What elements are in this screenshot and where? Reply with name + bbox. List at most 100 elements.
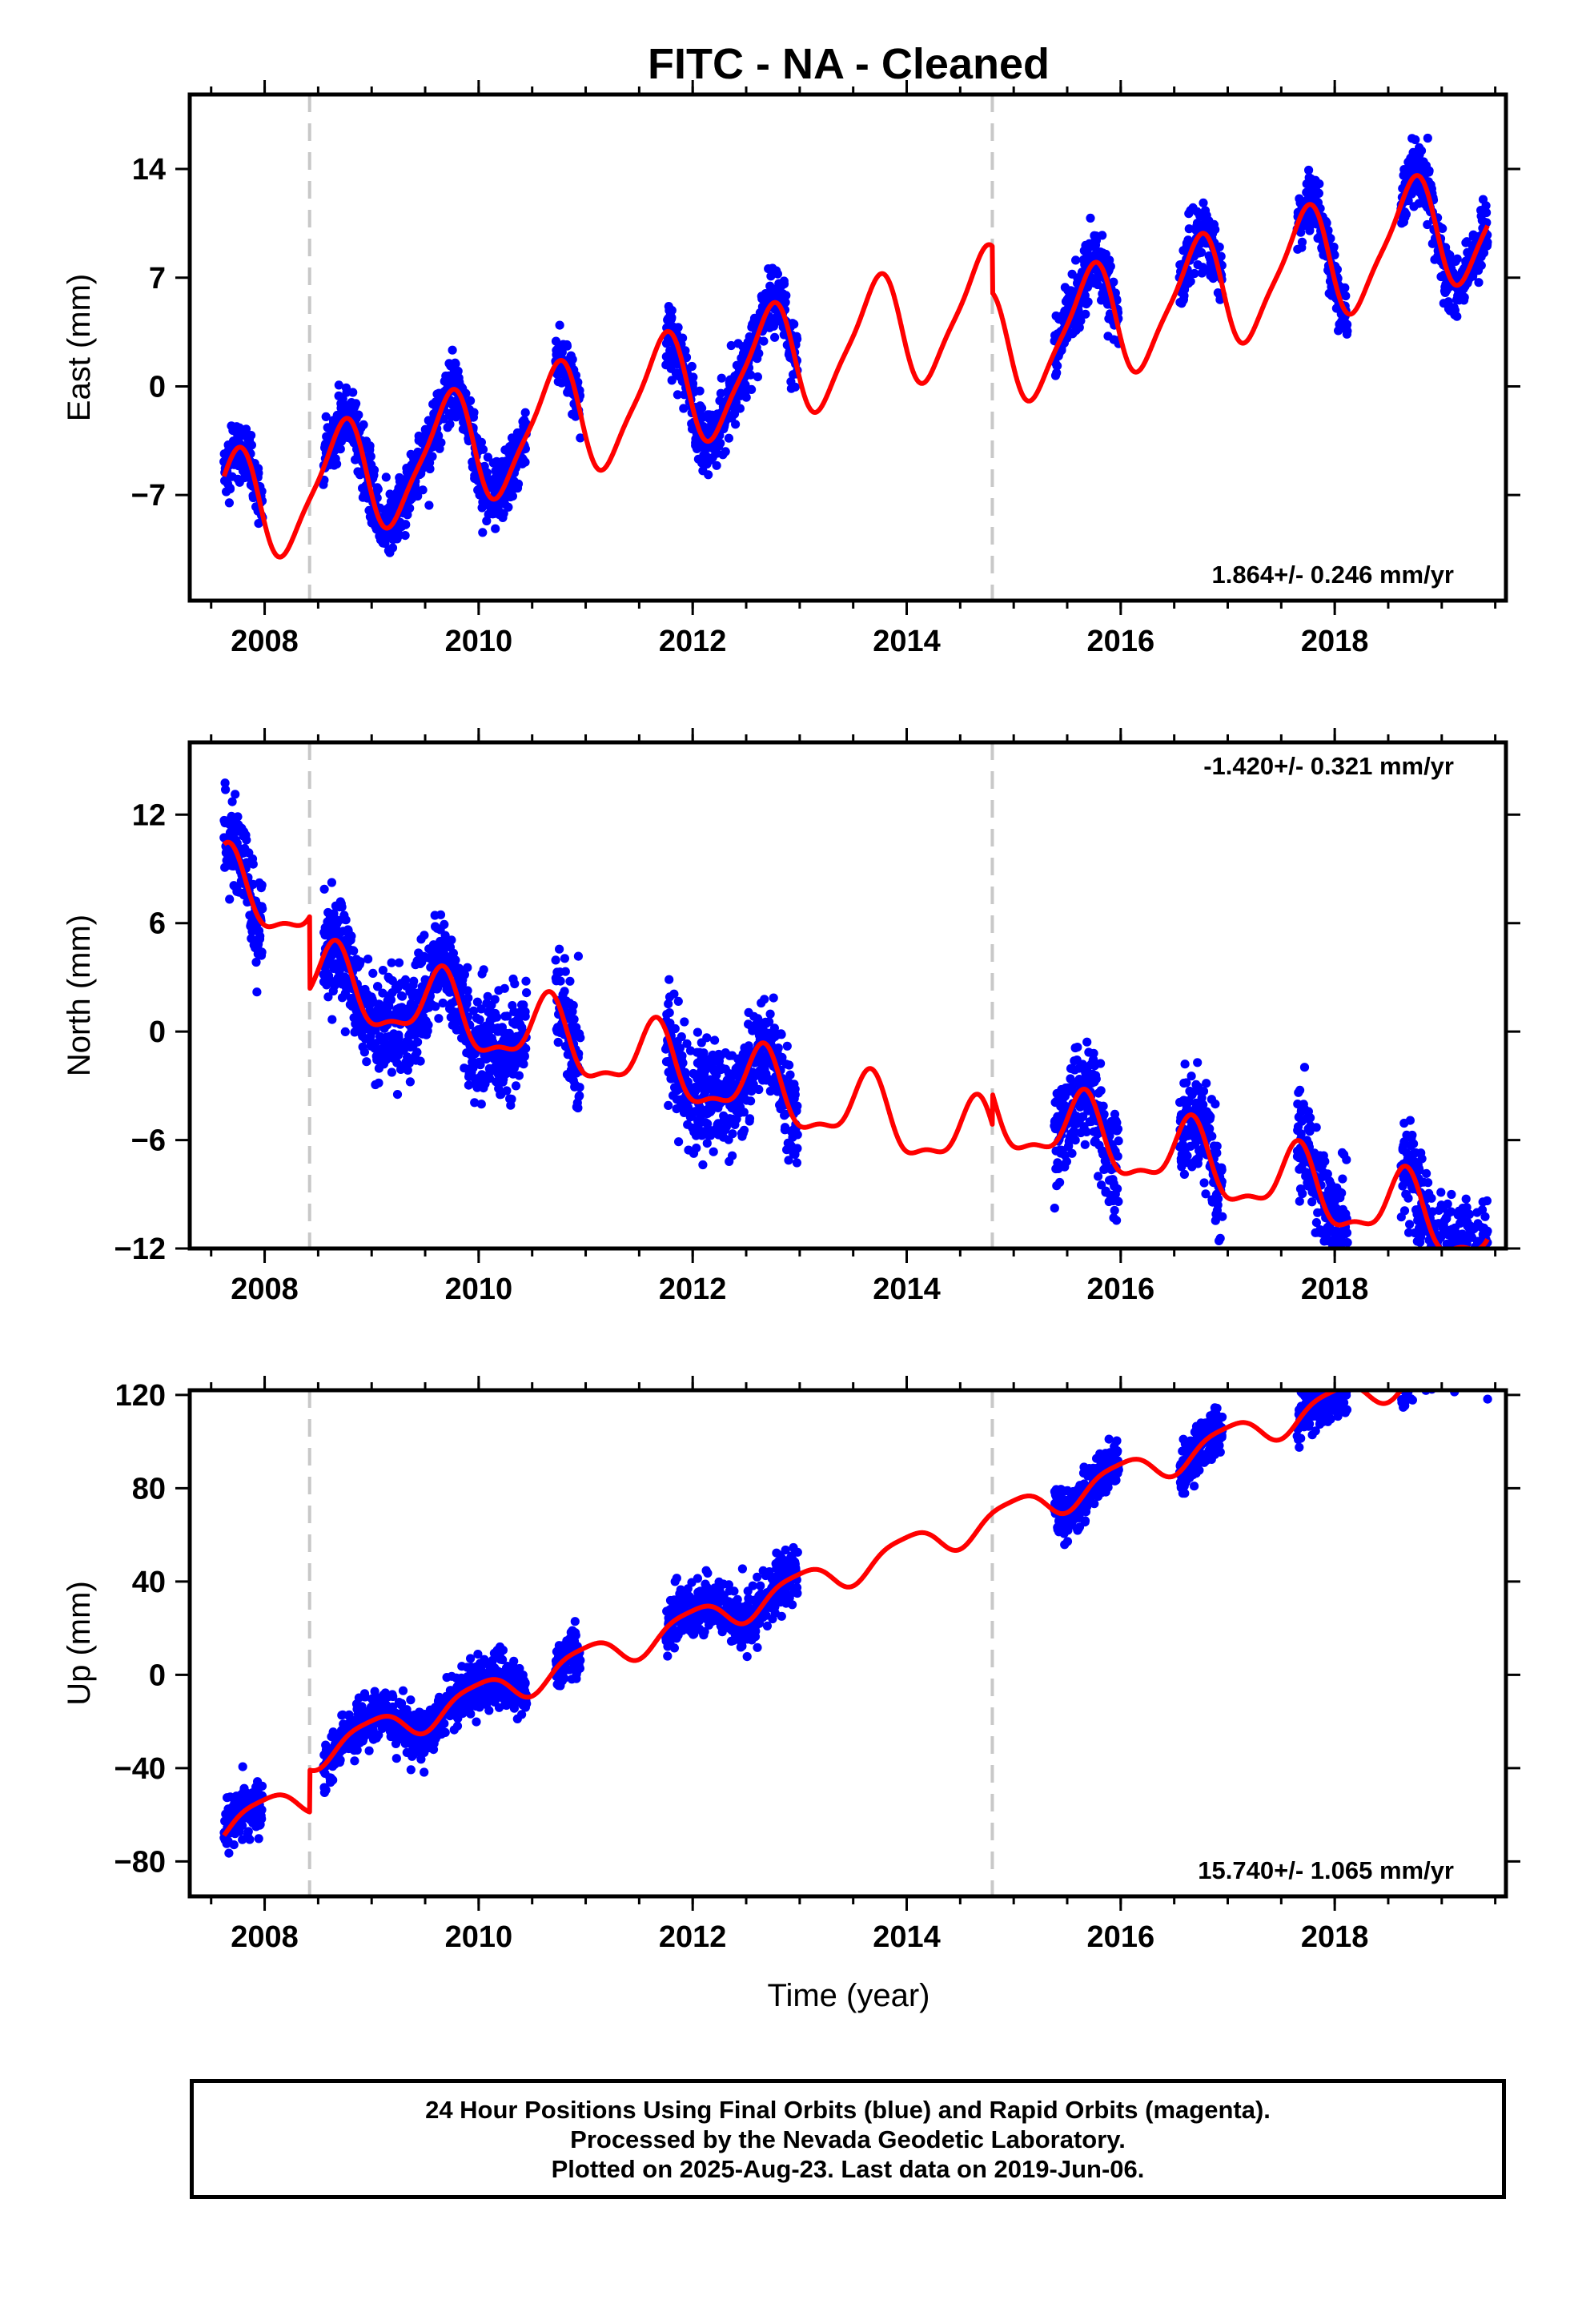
data-point — [434, 431, 444, 440]
data-point — [1460, 1288, 1468, 1297]
data-point — [697, 404, 707, 413]
data-point — [1114, 1196, 1123, 1206]
data-point — [405, 504, 415, 513]
data-point — [340, 1027, 350, 1036]
data-point — [746, 370, 756, 380]
data-point — [773, 1043, 783, 1053]
data-point — [413, 491, 423, 501]
data-point — [1052, 368, 1062, 378]
data-point — [754, 1084, 764, 1095]
east-x-tick-label: 2012 — [659, 625, 727, 658]
data-point — [1311, 1123, 1321, 1132]
data-point — [1447, 1189, 1456, 1200]
data-point — [247, 431, 256, 440]
data-point — [507, 1094, 516, 1104]
data-point — [1403, 1193, 1413, 1203]
north-rate-label: -1.420+/- 0.321 mm/yr — [1203, 752, 1454, 780]
data-point — [1218, 1212, 1227, 1221]
data-point — [760, 995, 769, 1004]
data-point — [1091, 1074, 1101, 1084]
data-point — [1417, 1154, 1427, 1164]
north-points — [219, 778, 1492, 1312]
data-point — [1476, 1277, 1485, 1285]
data-point — [1436, 1188, 1446, 1197]
data-point — [1449, 1281, 1458, 1290]
data-point — [702, 1033, 712, 1043]
data-point — [463, 963, 472, 972]
data-point — [1437, 1288, 1446, 1297]
data-point — [520, 1051, 529, 1061]
data-point — [1455, 1255, 1464, 1264]
data-point — [1456, 1262, 1465, 1271]
data-point — [508, 492, 518, 501]
data-point — [1076, 316, 1086, 326]
data-point — [504, 502, 513, 512]
data-point — [1470, 1282, 1479, 1291]
data-point — [469, 408, 479, 417]
east-y-tick-label: 7 — [149, 262, 166, 296]
data-point — [747, 384, 757, 394]
data-point — [1297, 237, 1307, 247]
data-point — [476, 1100, 486, 1109]
data-point — [1457, 1303, 1466, 1312]
data-point — [792, 1158, 802, 1168]
data-point — [1431, 1260, 1440, 1269]
data-point — [420, 931, 429, 940]
data-point — [1443, 1267, 1452, 1276]
data-point — [1481, 1252, 1490, 1261]
data-point — [785, 1070, 795, 1080]
data-point — [440, 919, 449, 929]
east-y-axis-label: East (mm) — [62, 274, 97, 421]
data-point — [1080, 1140, 1090, 1149]
chart-title: FITC - NA - Cleaned — [648, 40, 1050, 88]
data-point — [560, 987, 569, 996]
data-point — [334, 380, 343, 390]
data-point — [1470, 1268, 1479, 1277]
data-point — [475, 1015, 484, 1024]
data-point — [1416, 146, 1427, 155]
data-point — [392, 1090, 403, 1100]
data-point — [773, 269, 783, 279]
data-point — [673, 390, 683, 400]
data-point — [665, 975, 674, 984]
data-point — [667, 314, 677, 324]
data-point — [678, 1058, 688, 1068]
data-point — [1467, 1256, 1476, 1265]
data-point — [521, 976, 531, 986]
data-point — [248, 859, 258, 869]
data-point — [445, 420, 455, 429]
north-y-tick-label: −6 — [131, 1124, 166, 1158]
data-point — [1429, 1289, 1438, 1297]
data-point — [731, 420, 741, 429]
north-x-tick-label: 2018 — [1301, 1273, 1369, 1306]
data-point — [347, 931, 356, 941]
data-point — [1443, 1265, 1452, 1273]
north-x-tick-label: 2016 — [1087, 1273, 1155, 1306]
data-point — [667, 306, 677, 316]
data-point — [1405, 1116, 1415, 1125]
data-point — [1483, 237, 1492, 247]
data-point — [355, 957, 365, 967]
data-point — [1314, 188, 1323, 198]
data-point — [665, 1008, 674, 1018]
data-point — [381, 472, 391, 482]
data-point — [728, 1129, 737, 1139]
data-point — [1461, 1194, 1471, 1204]
data-point — [793, 1101, 802, 1111]
data-point — [562, 341, 572, 351]
data-point — [1425, 1265, 1434, 1273]
data-point — [321, 412, 331, 422]
data-point — [1214, 1194, 1223, 1204]
data-point — [1202, 1079, 1211, 1088]
data-point — [1470, 1249, 1479, 1258]
data-point — [1212, 1141, 1222, 1151]
data-point — [1067, 1148, 1077, 1158]
data-point — [413, 1037, 423, 1047]
data-point — [1469, 1261, 1478, 1269]
data-point — [1451, 1264, 1460, 1273]
data-point — [793, 1130, 802, 1140]
data-point — [569, 1015, 579, 1024]
data-point — [225, 485, 235, 494]
data-point — [793, 334, 802, 344]
